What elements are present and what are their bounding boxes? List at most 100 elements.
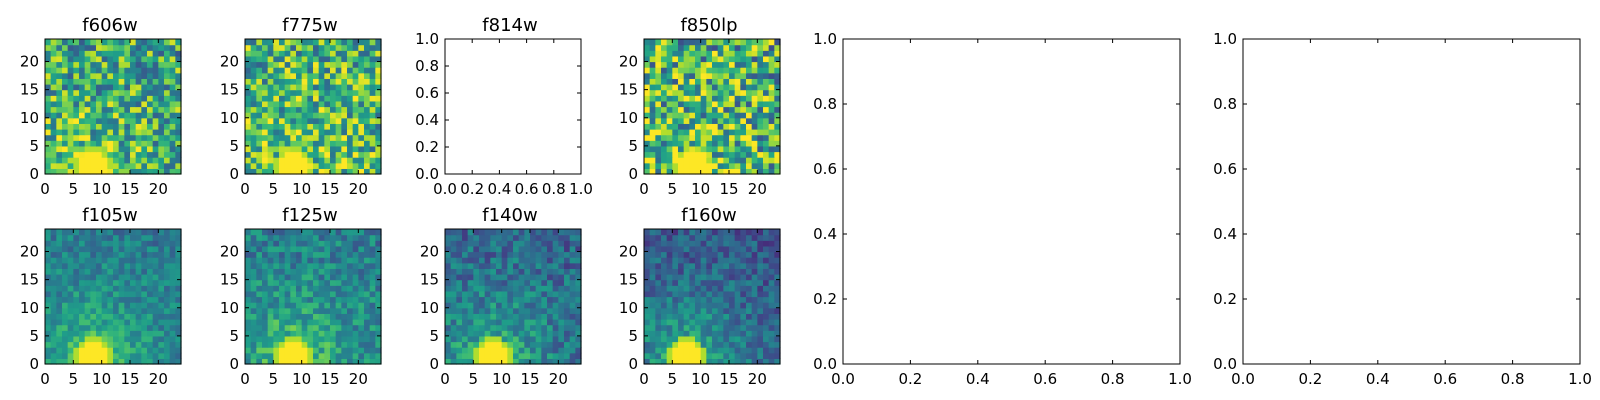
heatmap-cell [273, 72, 280, 79]
heatmap-cell [717, 285, 724, 292]
heatmap-cell [67, 50, 74, 57]
heatmap-cell [575, 347, 582, 354]
heatmap-cell [352, 347, 359, 354]
heatmap-cell [462, 296, 469, 303]
heatmap-cell [712, 55, 719, 63]
heatmap-cell [67, 268, 74, 275]
heatmap-cell [666, 335, 673, 343]
heatmap-cell [530, 358, 537, 365]
heatmap-cell [740, 112, 747, 119]
heatmap-cell [245, 262, 252, 269]
heatmap-cell [62, 151, 69, 158]
heatmap-cell [313, 234, 320, 241]
heatmap-cell [734, 352, 741, 359]
heatmap-cell [695, 274, 702, 281]
heatmap-cell [96, 117, 103, 124]
heatmap-cell [507, 319, 514, 326]
heatmap-cell [712, 50, 719, 57]
heatmap-cell [62, 330, 69, 337]
heatmap-cell [666, 123, 673, 130]
heatmap-cell [751, 290, 758, 298]
heatmap-cell [301, 290, 308, 298]
heatmap-cell [518, 274, 525, 281]
heatmap-cell [352, 251, 359, 258]
heatmap-cell [683, 89, 690, 96]
heatmap-cell [644, 89, 651, 96]
heatmap-cell [130, 285, 137, 292]
heatmap-cell [141, 251, 148, 258]
heatmap-cell [301, 89, 308, 96]
heatmap-cell [330, 285, 337, 292]
heatmap-cell [364, 234, 371, 241]
heatmap-cell [324, 262, 331, 269]
heatmap-cell [564, 302, 571, 309]
heatmap-cell [256, 145, 263, 153]
heatmap-cell [695, 240, 702, 247]
heatmap-cell [352, 358, 359, 365]
heatmap-cell [683, 78, 690, 85]
heatmap-cell [689, 290, 696, 298]
heatmap-cell [50, 347, 57, 354]
heatmap-cell [130, 134, 137, 141]
heatmap-cell [678, 313, 685, 320]
heatmap-cell [262, 240, 269, 247]
heatmap-cell [501, 229, 508, 236]
heatmap-cell [746, 341, 753, 348]
heatmap-cell [130, 112, 137, 119]
heatmap-cell [330, 72, 337, 79]
heatmap-cell [712, 44, 719, 51]
heatmap-cell [279, 330, 286, 337]
heatmap-cell [364, 89, 371, 96]
heatmap-cell [706, 157, 713, 164]
heatmap-cell [96, 302, 103, 309]
heatmap-cell [689, 229, 696, 236]
heatmap-cell [768, 168, 775, 175]
heatmap-cell [330, 279, 337, 286]
heatmap-cell [717, 117, 724, 124]
heatmap-cell [330, 50, 337, 57]
heatmap-cell [364, 296, 371, 303]
heatmap-cell [73, 106, 80, 113]
heatmap-cell [101, 307, 108, 314]
heatmap-cell [746, 145, 753, 153]
heatmap-cell [267, 335, 274, 343]
heatmap-cell [250, 257, 257, 264]
heatmap-cell [751, 262, 758, 269]
heatmap-cell [96, 100, 103, 108]
heatmap-cell [706, 274, 713, 281]
heatmap-cell [712, 313, 719, 320]
heatmap-cell [751, 358, 758, 365]
heatmap-cell [62, 55, 69, 63]
heatmap-cell [712, 84, 719, 91]
heatmap-cell [734, 84, 741, 91]
heatmap-cell [649, 279, 656, 286]
heatmap-cell [124, 274, 131, 281]
heatmap-cell [67, 330, 74, 337]
heatmap-cell [164, 234, 171, 241]
heatmap-cell [113, 358, 120, 365]
heatmap-cell [284, 50, 291, 57]
heatmap-cell [768, 341, 775, 348]
y-tick-label: 5 [29, 327, 39, 345]
heatmap-cell [369, 234, 376, 241]
heatmap-cell [479, 285, 486, 292]
heatmap-cell [364, 112, 371, 119]
heatmap-cell [324, 39, 331, 46]
heatmap-cell [513, 274, 520, 281]
heatmap-cell [73, 39, 80, 46]
heatmap-cell [507, 251, 514, 258]
heatmap-cell [84, 61, 91, 68]
heatmap-cell [135, 290, 142, 298]
heatmap-cell [175, 84, 182, 91]
heatmap-cell [661, 313, 668, 320]
heatmap-cell [740, 302, 747, 309]
heatmap-cell [746, 268, 753, 275]
heatmap-cell [352, 151, 359, 158]
heatmap-cell [672, 84, 679, 91]
heatmap-cell [135, 330, 142, 337]
heatmap-cell [450, 279, 457, 286]
heatmap-cell [473, 245, 480, 253]
heatmap-cell [746, 151, 753, 158]
heatmap-cell [558, 245, 565, 253]
heatmap-cell [107, 313, 114, 320]
